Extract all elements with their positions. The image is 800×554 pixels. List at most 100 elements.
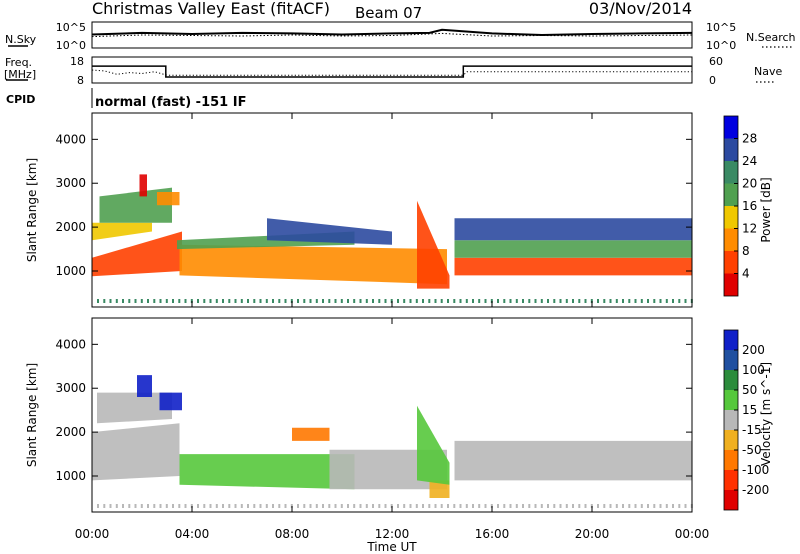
power-gs-79 [584,299,587,303]
velocity-gs-21 [222,504,224,508]
velocity-cbar-seg-3 [724,390,738,410]
velocity-gs-5 [122,504,124,508]
velocity-gs-54 [428,504,431,508]
power-cbar-label-1: 8 [742,244,750,258]
power-gs-7 [134,299,137,303]
power-gs-68 [515,299,518,303]
velocity-gs-66 [503,504,506,508]
power-region-1 [92,222,152,241]
velocity-gs-72 [540,504,543,508]
velocity-ylabel: Slant Range [km] [25,363,39,467]
power-gs-59 [459,299,462,303]
noise-series-0 [91,28,693,37]
power-cbar-title: Power [dB] [759,177,773,242]
power-region-8 [417,200,450,289]
velocity-gs-67 [509,504,512,508]
cpid-text: normal (fast) -151 IF [95,95,246,110]
power-gs-49 [397,299,399,303]
velocity-cbar-label-5: -50 [742,443,762,457]
velocity-region-5 [292,427,330,441]
velocity-gs-51 [409,504,412,508]
velocity-ytick-label-0: 1000 [55,469,86,483]
velocity-gs-95 [684,504,687,508]
velocity-region-3 [159,392,182,411]
velocity-gs-1 [97,504,99,508]
power-gs-20 [215,299,218,303]
power-gs-43 [359,299,362,303]
power-gs-58 [453,299,456,303]
velocity-gs-20 [215,504,218,508]
power-gs-17 [197,299,199,303]
velocity-region-1 [97,392,172,424]
power-gs-47 [384,299,387,303]
velocity-cbar-label-2: 50 [742,383,757,397]
station-title: Christmas Valley East (fitACF) [92,0,330,18]
velocity-region-8 [417,405,450,485]
x-tick-label-1: 04:00 [175,527,210,541]
power-gs-18 [203,299,206,303]
velocity-gs-33 [297,504,299,508]
x-tick-label-5: 20:00 [575,527,610,541]
power-gs-82 [603,299,606,303]
velocity-gs-87 [634,504,637,508]
power-cbar-seg-5 [724,228,738,251]
power-gs-42 [353,299,356,303]
velocity-gs-28 [265,504,268,508]
power-region-11 [454,218,692,241]
velocity-gs-58 [453,504,456,508]
power-gs-81 [597,299,599,303]
velocity-cbar-label-4: -15 [742,423,762,437]
velocity-gs-84 [615,504,618,508]
power-gs-83 [609,299,612,303]
velocity-gs-45 [372,504,374,508]
cpid-label: CPID [6,93,35,106]
power-gs-91 [659,299,662,303]
power-gs-40 [340,299,343,303]
power-gs-70 [528,299,531,303]
velocity-gs-17 [197,504,199,508]
power-gs-26 [253,299,256,303]
freq-tick-low: 8 [77,74,84,87]
velocity-cbar-label-6: -100 [742,463,769,477]
beam-title: Beam 07 [355,4,422,22]
velocity-gs-31 [284,504,287,508]
velocity-cbar-seg-7 [724,470,738,490]
power-cbar-label-3: 16 [742,199,757,213]
power-gs-12 [165,299,168,303]
power-gs-33 [297,299,299,303]
power-region-7 [267,218,392,245]
velocity-gs-37 [322,504,324,508]
velocity-cbar-seg-5 [724,430,738,450]
power-gs-57 [447,299,449,303]
noise-tick-low-right: 10^0 [706,39,736,52]
power-gs-61 [472,299,474,303]
power-panel: 1000 2000 3000 4000 Slant Range [km] [25,112,693,308]
power-cbar-seg-4 [724,206,738,229]
power-gs-11 [159,299,162,303]
velocity-gs-85 [622,504,624,508]
velocity-gs-93 [672,504,674,508]
velocity-gs-60 [465,504,468,508]
velocity-gs-3 [109,504,112,508]
power-gs-95 [684,299,687,303]
power-gs-29 [272,299,274,303]
nave-series [91,69,692,76]
velocity-gs-10 [153,504,156,508]
power-region-10 [454,240,692,258]
power-region-5 [179,244,447,285]
velocity-gs-61 [472,504,474,508]
velocity-gs-11 [159,504,162,508]
power-gs-35 [309,299,312,303]
power-gs-77 [572,299,574,303]
velocity-gs-46 [378,504,381,508]
power-gs-56 [440,299,443,303]
velocity-panel: 1000 2000 3000 4000 Slant Range [km] [25,317,693,513]
velocity-gs-90 [653,504,656,508]
velocity-gs-75 [559,504,562,508]
power-cbar-seg-0 [724,116,738,139]
velocity-gs-23 [234,504,237,508]
velocity-gs-47 [384,504,387,508]
velocity-gs-77 [572,504,574,508]
velocity-gs-29 [272,504,274,508]
noise-panel: N.Sky 10^5 10^0 10^5 10^0 N.Search [5,21,796,52]
